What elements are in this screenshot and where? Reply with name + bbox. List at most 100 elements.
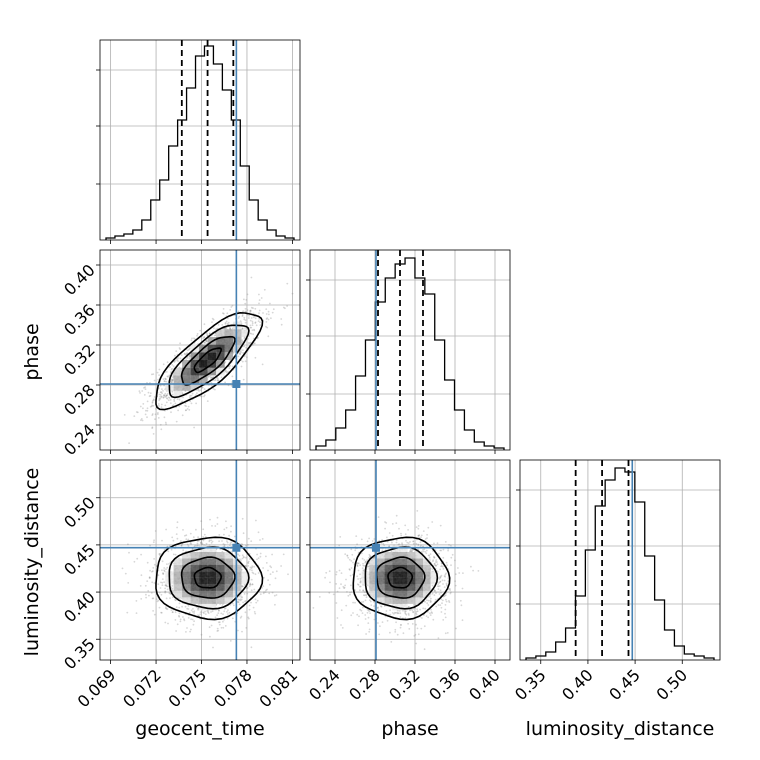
pair-phase-vs-luminosity-distance-sample-point xyxy=(391,541,393,544)
pair-geocent-time-vs-phase-sample-point xyxy=(189,394,192,397)
pair-geocent-time-vs-luminosity-distance-sample-point xyxy=(218,621,221,624)
pair-geocent-time-vs-phase-sample-point xyxy=(146,416,148,419)
pair-phase-vs-luminosity-distance-sample-point xyxy=(365,596,368,599)
pair-geocent-time-vs-phase-sample-point xyxy=(229,327,231,329)
pair-geocent-time-vs-luminosity-distance-sample-point xyxy=(203,612,205,615)
pair-phase-vs-luminosity-distance-sample-point xyxy=(427,526,430,529)
pair-geocent-time-vs-phase-sample-point xyxy=(258,302,260,305)
pair-phase-vs-luminosity-distance-sample-point xyxy=(411,549,414,552)
pair-geocent-time-vs-phase-sample-point xyxy=(203,395,205,398)
pair-geocent-time-vs-luminosity-distance-sample-point xyxy=(267,579,269,582)
pair-geocent-time-vs-phase-sample-point xyxy=(249,311,251,314)
pair-geocent-time-vs-luminosity-distance-sample-point xyxy=(176,537,179,540)
pair-geocent-time-vs-luminosity-distance-sample-point xyxy=(187,617,190,619)
pair-phase-vs-luminosity-distance-sample-point xyxy=(439,549,442,552)
pair-phase-vs-luminosity-distance-sample-point xyxy=(441,599,444,602)
pair-geocent-time-vs-phase-sample-point xyxy=(222,312,225,315)
pair-geocent-time-vs-luminosity-distance-sample-point xyxy=(202,539,205,542)
pair-geocent-time-vs-luminosity-distance-sample-point xyxy=(249,558,251,560)
pair-geocent-time-vs-luminosity-distance-sample-point xyxy=(148,576,151,579)
pair-geocent-time-vs-phase-sample-point xyxy=(239,353,242,356)
pair-geocent-time-vs-phase-sample-point xyxy=(173,361,176,363)
pair-geocent-time-vs-phase-density-cell xyxy=(216,337,225,345)
pair-geocent-time-vs-luminosity-distance-density-cell xyxy=(224,558,233,565)
pair-phase-vs-luminosity-distance-sample-point xyxy=(359,580,362,582)
pair-geocent-time-vs-luminosity-distance-sample-point xyxy=(241,630,243,633)
pair-geocent-time-vs-luminosity-distance-contour xyxy=(168,546,250,610)
pair-phase-vs-luminosity-distance-sample-point xyxy=(357,624,359,627)
pair-geocent-time-vs-phase-sample-point xyxy=(151,401,154,403)
pair-phase-vs-luminosity-distance-sample-point xyxy=(415,612,417,615)
pair-geocent-time-vs-phase-sample-point xyxy=(246,293,249,296)
pair-phase-vs-luminosity-distance-sample-point xyxy=(431,612,433,614)
pair-geocent-time-vs-luminosity-distance-sample-point xyxy=(216,614,219,616)
pair-geocent-time-vs-phase-sample-point xyxy=(214,332,217,335)
pair-phase-vs-luminosity-distance-sample-point xyxy=(424,607,427,610)
pair-geocent-time-vs-phase-sample-point xyxy=(250,326,253,329)
pair-phase-vs-luminosity-distance-sample-point xyxy=(448,544,450,546)
pair-geocent-time-vs-phase-sample-point xyxy=(251,320,254,323)
pair-geocent-time-vs-luminosity-distance-sample-point xyxy=(153,613,156,616)
pair-geocent-time-vs-luminosity-distance-sample-point xyxy=(265,555,267,558)
pair-phase-vs-luminosity-distance-sample-point xyxy=(372,600,375,603)
pair-phase-vs-luminosity-distance-sample-point xyxy=(388,545,391,548)
pair-geocent-time-vs-phase-sample-point xyxy=(202,337,204,340)
pair-geocent-time-vs-phase-sample-point xyxy=(172,404,175,406)
pair-phase-vs-luminosity-distance-sample-point xyxy=(420,544,422,547)
pair-geocent-time-vs-phase-density-cell xyxy=(216,352,225,360)
pair-geocent-time-vs-phase-sample-point xyxy=(212,376,215,378)
pair-geocent-time-vs-luminosity-distance-sample-point xyxy=(207,610,210,612)
pair-phase-vs-luminosity-distance-sample-point xyxy=(440,549,443,552)
pair-phase-vs-luminosity-distance-sample-point xyxy=(419,545,422,548)
pair-geocent-time-vs-phase-sample-point xyxy=(173,400,176,403)
pair-geocent-time-vs-phase-sample-point xyxy=(255,324,258,327)
pair-geocent-time-vs-luminosity-distance-density-cell xyxy=(173,577,183,585)
pair-phase-vs-luminosity-distance-sample-point xyxy=(440,565,443,567)
pair-phase-vs-luminosity-distance-sample-point xyxy=(389,631,391,634)
pair-geocent-time-vs-luminosity-distance-sample-point xyxy=(231,617,234,620)
pair-phase-vs-luminosity-distance-sample-point xyxy=(394,631,397,633)
pair-phase-vs-luminosity-distance-sample-point xyxy=(421,617,423,619)
pair-geocent-time-vs-phase-density-cell xyxy=(224,329,233,337)
pair-geocent-time-vs-luminosity-distance-sample-point xyxy=(152,597,155,600)
pair-geocent-time-vs-luminosity-distance-sample-point xyxy=(212,646,214,649)
pair-geocent-time-vs-luminosity-distance-sample-point xyxy=(148,576,151,579)
pair-geocent-time-vs-phase-sample-point xyxy=(250,306,253,309)
pair-phase-vs-luminosity-distance-sample-point xyxy=(395,539,398,542)
pair-geocent-time-vs-phase-density-cell xyxy=(173,383,183,391)
pair-phase-vs-luminosity-distance-sample-point xyxy=(367,609,370,612)
pair-geocent-time-vs-luminosity-distance-sample-point xyxy=(262,585,265,587)
pair-geocent-time-vs-luminosity-distance-sample-point xyxy=(257,531,260,534)
pair-geocent-time-vs-phase-density-cell xyxy=(233,329,242,337)
pair-geocent-time-vs-phase-sample-point xyxy=(153,396,156,398)
pair-phase-vs-luminosity-distance-sample-point xyxy=(377,609,380,612)
pair-geocent-time-vs-phase-sample-point xyxy=(163,380,166,382)
pair-geocent-time-vs-luminosity-distance-density-cell xyxy=(173,590,183,598)
pair-phase-vs-luminosity-distance-sample-point xyxy=(332,593,335,596)
pair-geocent-time-vs-luminosity-distance-density-cell xyxy=(182,564,191,572)
pair-geocent-time-vs-phase-density-cell xyxy=(173,375,183,384)
pair-geocent-time-vs-phase-sample-point xyxy=(258,309,261,312)
pair-geocent-time-vs-phase-sample-point xyxy=(154,418,156,421)
pair-geocent-time-vs-luminosity-distance-sample-point xyxy=(153,539,156,542)
pair-geocent-time-vs-luminosity-distance-sample-point xyxy=(185,538,188,541)
pair-phase-vs-luminosity-distance-sample-point xyxy=(438,582,441,584)
pair-phase-vs-luminosity-distance-sample-point xyxy=(412,610,415,613)
pair-geocent-time-vs-phase-sample-point xyxy=(159,391,162,394)
pair-phase-vs-luminosity-distance-sample-point xyxy=(401,542,403,544)
pair-geocent-time-vs-phase-sample-point xyxy=(162,390,164,392)
pair-geocent-time-vs-luminosity-distance-sample-point xyxy=(249,566,252,569)
pair-phase-vs-luminosity-distance-sample-point xyxy=(415,642,418,645)
pair-phase-vs-luminosity-distance-sample-point xyxy=(360,538,363,541)
pair-geocent-time-vs-luminosity-distance-sample-point xyxy=(247,565,250,567)
pair-geocent-time-vs-phase-sample-point xyxy=(169,402,172,405)
pair-phase-vs-luminosity-distance-sample-point xyxy=(345,578,347,581)
pair-geocent-time-vs-luminosity-distance-sample-point xyxy=(242,601,245,604)
pair-geocent-time-vs-luminosity-distance-sample-point xyxy=(135,612,138,614)
pair-geocent-time-vs-luminosity-distance-sample-point xyxy=(210,539,213,542)
pair-phase-vs-luminosity-distance-sample-point xyxy=(364,560,367,563)
pair-phase-vs-luminosity-distance-sample-point xyxy=(362,600,365,603)
pair-phase-vs-luminosity-distance-sample-point xyxy=(437,585,440,588)
pair-geocent-time-vs-phase-sample-point xyxy=(237,310,240,313)
pair-geocent-time-vs-phase-sample-point xyxy=(146,400,149,403)
